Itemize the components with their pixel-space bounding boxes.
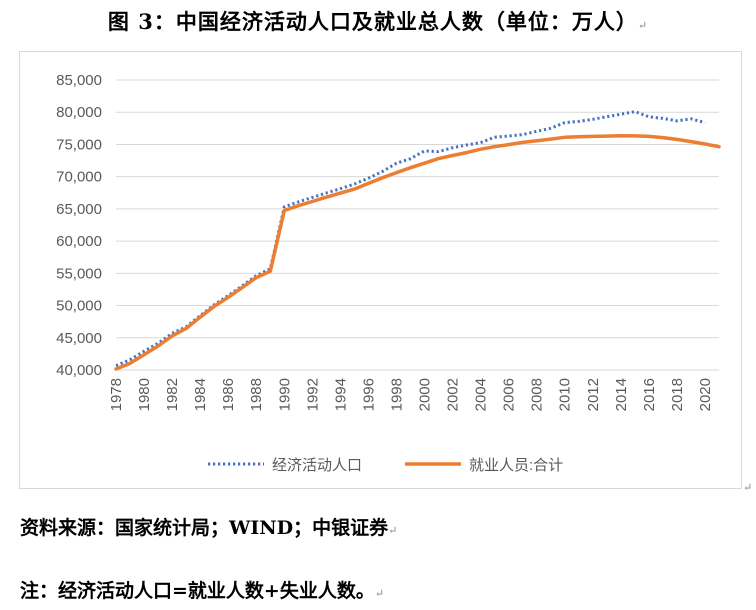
chart-frame: 40,000 45,000 50,000 55,000 60,000 65,000 70,0…: [19, 51, 742, 489]
footnote: 注：经济活动人口=就业人数+失业人数。↵: [20, 576, 384, 603]
x-tick-label: 2016: [641, 378, 658, 411]
y-axis-ticks: 40,000 45,000 50,000 55,000 60,000 65,000 70,0…: [56, 72, 102, 379]
x-tick-label: 2006: [501, 378, 518, 411]
x-tick-label: 2000: [417, 378, 434, 411]
x-tick-label: 1978: [108, 378, 125, 411]
x-tick-label: 2018: [669, 378, 686, 411]
x-tick-label: 1984: [192, 378, 209, 411]
x-tick-label: 1988: [248, 378, 265, 411]
x-tick-label: 1982: [164, 378, 181, 411]
x-tick-label: 2008: [529, 378, 546, 411]
x-tick-label: 2012: [585, 378, 602, 411]
x-tick-label: 1992: [304, 378, 321, 411]
x-tick-label: 1996: [360, 378, 377, 411]
x-tick-label: 1998: [388, 378, 405, 411]
x-tick-label: 2004: [473, 378, 490, 411]
x-tick-label: 2014: [613, 378, 630, 411]
x-tick-label: 1990: [276, 378, 293, 411]
y-tick-label: 80,000: [56, 104, 102, 121]
y-tick-label: 60,000: [56, 233, 102, 250]
y-tick-label: 55,000: [56, 265, 102, 282]
source-text: 资料来源：国家统计局；WIND；中银证券: [20, 517, 389, 539]
x-tick-label: 2010: [557, 378, 574, 411]
series-line-employed-total: [114, 134, 721, 371]
x-axis-ticks: 1978 1980 1982 1984 1986 1988 1990 1992 1994 1996…: [108, 378, 714, 411]
y-tick-label: 75,000: [56, 136, 102, 153]
legend-label: 经济活动人口: [272, 457, 362, 474]
y-tick-label: 45,000: [56, 330, 102, 347]
paragraph-mark-icon: ↵: [743, 481, 753, 494]
footnote-text: 注：经济活动人口=就业人数+失业人数。: [20, 580, 375, 602]
y-tick-label: 50,000: [56, 298, 102, 315]
series-lines: [114, 110, 721, 371]
x-tick-label: 2020: [697, 378, 714, 411]
paragraph-mark-icon: ↵: [388, 524, 398, 537]
line-chart: 40,000 45,000 50,000 55,000 60,000 65,000 70,0…: [56, 72, 721, 474]
x-tick-label: 1980: [136, 378, 153, 411]
paragraph-mark-icon: ↵: [637, 19, 649, 32]
y-tick-label: 40,000: [56, 362, 102, 379]
source-note: 资料来源：国家统计局；WIND；中银证券↵: [20, 513, 397, 540]
series-line-economically-active: [115, 110, 706, 367]
x-tick-label: 1986: [220, 378, 237, 411]
paragraph-mark-icon: ↵: [374, 587, 385, 600]
x-tick-label: 2002: [445, 378, 462, 411]
chart-title: 图 3：中国经济活动人口及就业总人数（单位：万人）↵: [0, 6, 756, 36]
chart-title-text: 图 3：中国经济活动人口及就业总人数（单位：万人）: [107, 9, 638, 34]
legend-label: 就业人员:合计: [469, 457, 563, 474]
y-tick-label: 85,000: [56, 72, 102, 89]
y-tick-label: 65,000: [56, 201, 102, 218]
gridlines: [116, 79, 719, 371]
legend: 经济活动人口 就业人员:合计: [208, 457, 563, 474]
y-tick-label: 70,000: [56, 169, 102, 186]
x-tick-label: 1994: [332, 378, 349, 411]
